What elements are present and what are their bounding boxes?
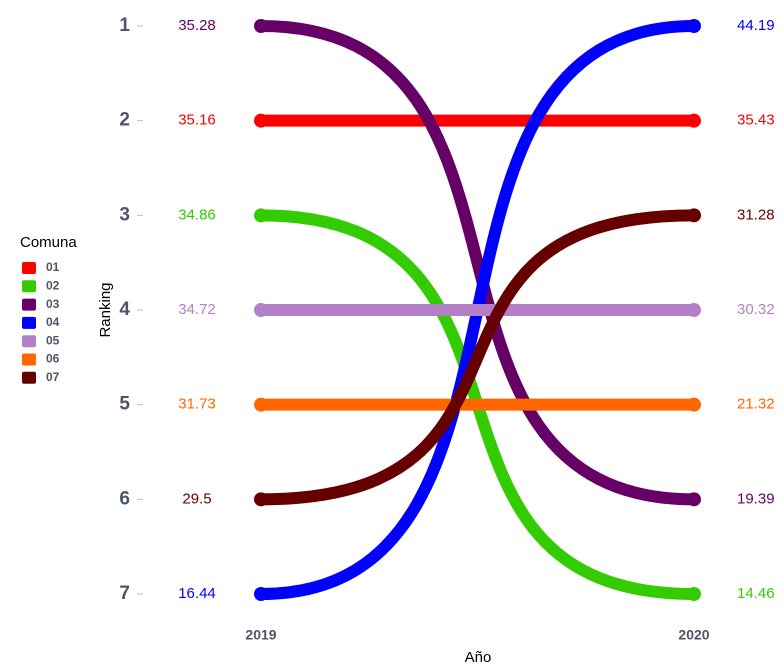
y-tick-label: 7 [119, 583, 130, 604]
value-label: 29.5 [182, 490, 211, 507]
series-point [254, 587, 268, 601]
legend-swatch [22, 262, 36, 274]
value-label: 30.32 [737, 301, 775, 318]
value-label: 34.86 [178, 206, 216, 223]
y-tick-label: 4 [119, 299, 130, 320]
value-label: 35.28 [178, 17, 216, 34]
legend-label: 07 [46, 370, 60, 384]
legend-label: 03 [46, 297, 60, 311]
y-tick-label: 6 [119, 488, 130, 509]
y-tick-label: 2 [119, 110, 130, 131]
legend-swatch [22, 298, 36, 311]
series-point [687, 397, 701, 412]
series-point [687, 208, 701, 223]
value-label: 44.19 [737, 17, 775, 34]
x-axis-title: Año [465, 649, 492, 666]
series-point [254, 492, 268, 507]
legend-swatch [22, 316, 36, 329]
value-label: 35.16 [178, 112, 216, 129]
x-tick-label: 2020 [678, 627, 709, 643]
value-label: 16.44 [178, 585, 216, 602]
legend-swatch [22, 280, 36, 293]
y-tick-label: 5 [119, 394, 130, 415]
series-point [687, 19, 701, 33]
x-tick-label: 2019 [245, 627, 276, 643]
value-label: 34.72 [178, 301, 216, 318]
value-label: 31.73 [178, 396, 216, 413]
series-point [687, 587, 701, 601]
series-point [687, 113, 701, 128]
series-point [254, 303, 268, 317]
series-line [255, 209, 700, 506]
legend-swatch [22, 371, 36, 384]
series-point [254, 208, 268, 223]
series-point [687, 492, 701, 507]
legend-label: 01 [46, 260, 60, 274]
legend-label: 06 [46, 352, 60, 366]
legend-label: 04 [46, 315, 60, 329]
series-point [254, 397, 268, 412]
value-label: 21.32 [737, 396, 775, 413]
y-tick-label: 1 [119, 15, 130, 36]
y-axis-title: Ranking [97, 282, 114, 337]
legend-label: 05 [46, 333, 60, 347]
series-point [254, 113, 268, 128]
legend-swatch [22, 335, 36, 348]
series-line [255, 20, 700, 506]
value-label: 19.39 [737, 490, 775, 507]
value-label: 35.43 [737, 112, 775, 129]
y-tick-label: 3 [119, 204, 130, 225]
legend-swatch [22, 353, 36, 366]
legend-label: 02 [46, 278, 60, 292]
value-label: 31.28 [737, 206, 775, 223]
legend-title: Comuna [20, 234, 77, 251]
series-point [254, 19, 268, 33]
value-label: 14.46 [737, 585, 775, 602]
series-point [687, 303, 701, 317]
